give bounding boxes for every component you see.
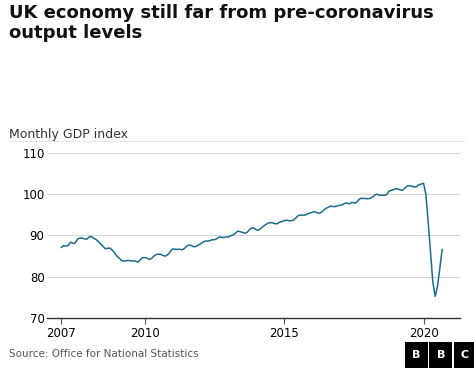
Text: Monthly GDP index: Monthly GDP index bbox=[9, 128, 128, 141]
Text: C: C bbox=[461, 350, 469, 360]
Text: B: B bbox=[412, 350, 421, 360]
Text: Source: Office for National Statistics: Source: Office for National Statistics bbox=[9, 349, 199, 359]
Text: B: B bbox=[437, 350, 445, 360]
Text: UK economy still far from pre-coronavirus
output levels: UK economy still far from pre-coronaviru… bbox=[9, 4, 434, 43]
